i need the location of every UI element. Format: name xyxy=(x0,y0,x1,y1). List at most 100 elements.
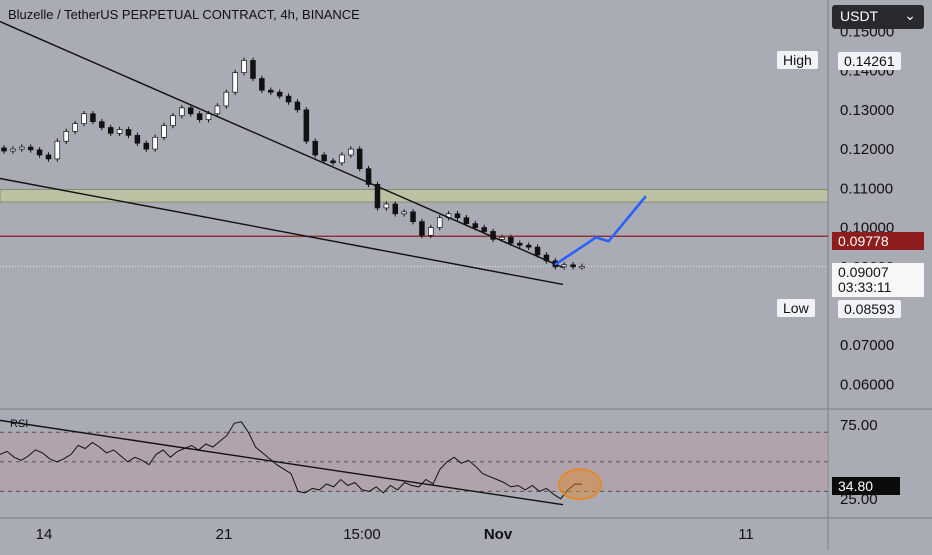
candle-body xyxy=(579,266,585,269)
candle-body xyxy=(241,60,247,73)
candle-body xyxy=(499,236,505,240)
drawings-layer xyxy=(0,20,647,286)
price-tick-label: 0.07000 xyxy=(840,337,894,354)
rsi-layer xyxy=(0,419,828,506)
candle-body xyxy=(63,131,69,142)
rsi-tick-label: 25.00 xyxy=(840,491,878,508)
lower-trendline xyxy=(0,177,564,286)
candle-body xyxy=(534,246,541,256)
time-tick-label: 11 xyxy=(738,526,754,543)
red-level-tag: 0.09778 xyxy=(832,232,924,250)
candle-body xyxy=(250,60,256,79)
candle-body xyxy=(276,91,283,97)
upper-trendline xyxy=(0,20,564,269)
high-value-tag: 0.14261 xyxy=(838,52,901,70)
rsi-value-tag: 34.80 xyxy=(832,477,900,495)
candle-body xyxy=(410,211,416,223)
candle-body xyxy=(116,129,123,134)
candle-body xyxy=(161,125,167,138)
candle-body xyxy=(428,227,434,236)
candle-body xyxy=(454,213,461,219)
chevron-down-icon: ⌄ xyxy=(904,7,916,23)
price-tick-label: 0.11000 xyxy=(840,180,893,197)
rsi-highlight-circle xyxy=(558,468,602,501)
price-tick-label: 0.13000 xyxy=(840,102,894,119)
candle-body xyxy=(365,168,372,185)
candle-body xyxy=(472,223,479,228)
candle-body xyxy=(463,217,470,224)
candle-body xyxy=(223,91,230,107)
candle-body xyxy=(170,115,176,126)
candle-body xyxy=(525,244,532,248)
rsi-line xyxy=(0,421,583,500)
last-price-value: 0.09007 xyxy=(838,264,889,280)
rsi-label: RSI xyxy=(10,418,29,430)
candle-body xyxy=(508,236,514,244)
candle-body xyxy=(348,148,354,156)
low-value-tag: 0.08593 xyxy=(838,300,901,318)
candle-body xyxy=(436,217,443,228)
candle-body xyxy=(294,101,301,111)
candle-body xyxy=(268,89,274,93)
candle-body xyxy=(312,140,318,156)
high-label-tag: High xyxy=(777,51,818,69)
candle-body xyxy=(152,136,158,150)
price-tick-label: 0.12000 xyxy=(840,141,894,158)
candle-body xyxy=(81,113,87,124)
time-tick-label: 15:00 xyxy=(343,526,381,543)
candle-body xyxy=(392,203,399,215)
candle-body xyxy=(19,146,25,150)
candle-body xyxy=(383,203,390,209)
candle-body xyxy=(143,142,150,150)
candle-body xyxy=(187,107,194,115)
chart-title: Bluzelle / TetherUS PERPETUAL CONTRACT, … xyxy=(8,7,360,22)
candle-body xyxy=(179,107,185,117)
candle-body xyxy=(303,109,310,142)
candle-body xyxy=(72,123,78,132)
price-tick-label: 0.06000 xyxy=(840,376,894,393)
candle-body xyxy=(561,264,567,268)
candle-body xyxy=(27,146,34,151)
candle-body xyxy=(419,221,425,236)
time-tick-label: 21 xyxy=(216,526,233,543)
projection-path xyxy=(554,195,647,266)
countdown-value: 03:33:11 xyxy=(838,279,892,295)
candles-layer xyxy=(1,57,585,270)
candle-body xyxy=(90,113,96,122)
candle-body xyxy=(232,72,238,93)
resistance-zone-layer xyxy=(0,188,829,203)
candle-body xyxy=(374,184,381,209)
candle-body xyxy=(205,113,212,121)
candle-body xyxy=(134,134,141,144)
candle-body xyxy=(107,127,114,134)
candle-body xyxy=(330,160,336,164)
time-tick-label: 14 xyxy=(36,526,53,543)
candle-body xyxy=(481,227,487,232)
candle-body xyxy=(401,211,407,215)
candle-body xyxy=(10,148,16,152)
resistance-zone xyxy=(0,188,829,203)
candle-body xyxy=(570,264,576,268)
candle-body xyxy=(285,95,292,103)
candle-body xyxy=(1,147,7,152)
rsi-tick-label: 75.00 xyxy=(840,417,878,434)
candle-body xyxy=(259,78,265,91)
candle-body xyxy=(54,140,61,160)
candle-body xyxy=(321,154,327,162)
candle-body xyxy=(214,105,221,115)
last-price-tag: 0.09007 03:33:11 xyxy=(832,263,924,297)
low-label-tag: Low xyxy=(777,299,815,317)
currency-selector[interactable]: USDT ⌄ xyxy=(832,5,924,29)
candle-body xyxy=(196,113,203,121)
candle-body xyxy=(356,148,363,170)
candle-body xyxy=(45,154,52,160)
candle-body xyxy=(125,129,132,136)
candle-body xyxy=(339,154,345,164)
currency-label: USDT xyxy=(840,8,879,24)
candle-body xyxy=(36,149,43,156)
rsi-trendline xyxy=(0,419,564,506)
candle-body xyxy=(517,242,523,246)
